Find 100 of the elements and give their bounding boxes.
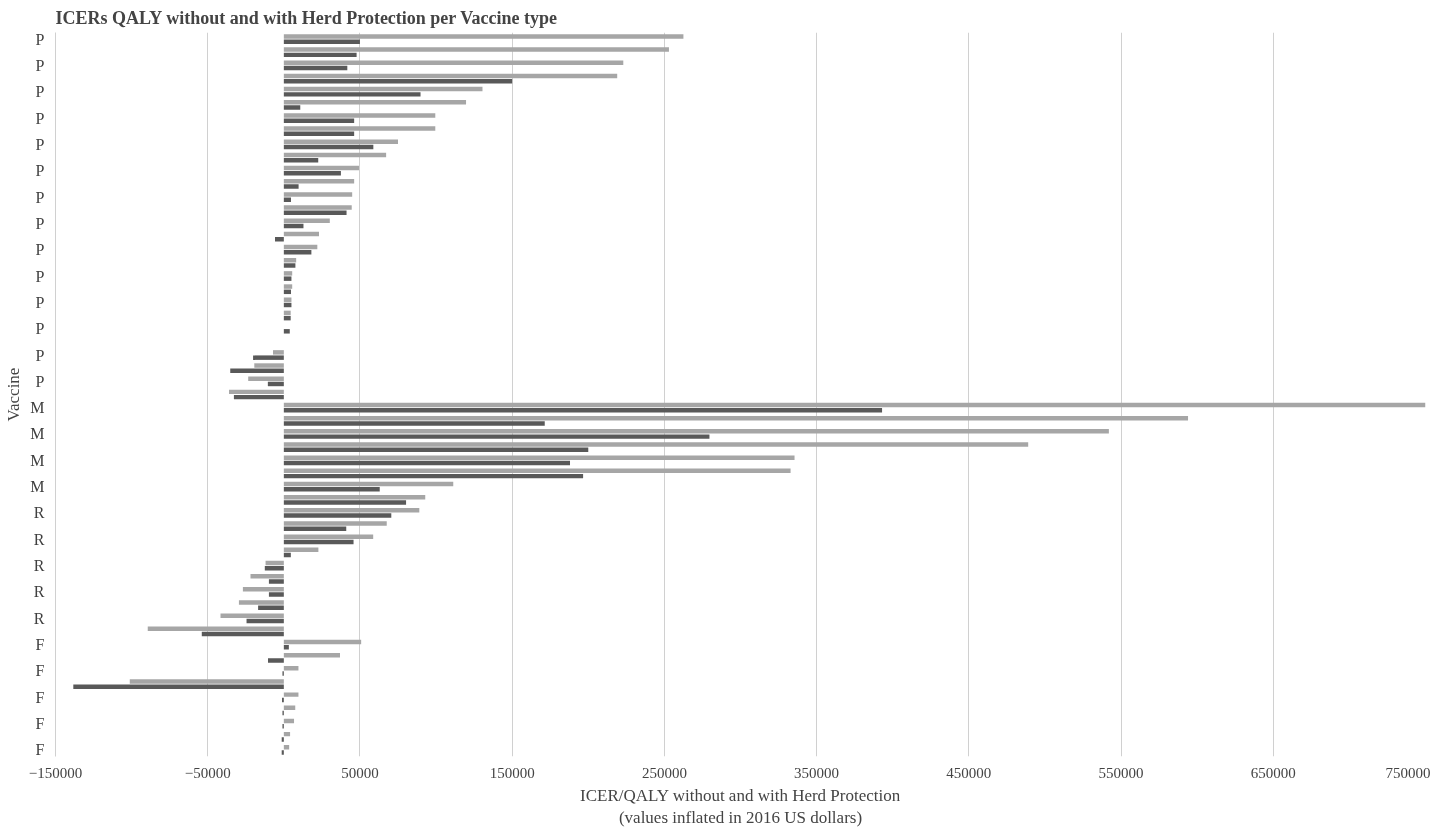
y-tick-label: P: [35, 214, 45, 232]
y-tick-label: P: [35, 188, 45, 206]
bar: [258, 605, 284, 610]
bar: [283, 666, 299, 671]
bar: [283, 47, 669, 52]
bar: [268, 592, 284, 597]
bar: [283, 539, 354, 545]
bar: [283, 263, 296, 268]
bar: [238, 600, 284, 605]
x-tick-label: 50000: [341, 764, 379, 781]
x-axis-title: ICER/QALY without and with Herd Protection (values inflated in 2016 US dollars): [580, 785, 901, 828]
bar: [283, 500, 407, 505]
bar: [283, 205, 352, 210]
bar: [283, 210, 347, 216]
bar: [268, 658, 284, 663]
bar: [283, 126, 436, 131]
bar: [283, 92, 421, 97]
bar: [283, 34, 684, 39]
bar: [283, 645, 289, 650]
y-tick-label: F: [35, 741, 45, 759]
bar: [283, 250, 312, 255]
bar: [129, 679, 284, 684]
bar: [283, 197, 291, 202]
bar: [283, 442, 1029, 447]
y-tick-label: P: [35, 293, 45, 311]
y-tick-label: P: [35, 162, 45, 180]
bar: [283, 105, 301, 110]
bar: [283, 284, 293, 289]
y-tick-label: P: [35, 241, 45, 259]
bar: [283, 113, 436, 118]
bar: [283, 421, 545, 426]
bar: [283, 534, 374, 539]
y-tick-label: P: [35, 56, 45, 74]
bar: [233, 394, 284, 400]
y-tick-label: R: [33, 609, 45, 627]
bar: [283, 408, 883, 413]
y-tick-label: M: [30, 399, 45, 417]
bar: [73, 684, 284, 689]
bar: [283, 508, 420, 513]
bar: [283, 487, 380, 492]
y-tick-label: P: [35, 30, 45, 48]
x-tick-label: −50000: [184, 764, 231, 781]
x-tick-label: 650000: [1250, 764, 1296, 781]
y-tick-label: P: [35, 135, 45, 153]
y-axis-title: Vaccine: [3, 367, 23, 422]
bar: [250, 573, 284, 579]
x-tick-label: 150000: [489, 764, 535, 781]
bar: [283, 171, 341, 176]
bar: [283, 39, 360, 44]
x-tick-label: 450000: [946, 764, 992, 781]
bar: [283, 429, 1109, 434]
chart-title: ICERs QALY without and with Herd Protection per Vaccine type: [55, 7, 558, 28]
bar: [283, 52, 357, 58]
bar: [253, 355, 284, 360]
bar: [268, 579, 284, 584]
bar: [273, 350, 284, 355]
x-tick-label: 250000: [641, 764, 687, 781]
bar: [230, 368, 284, 374]
bar: [283, 192, 353, 197]
y-tick-label: F: [35, 636, 45, 654]
y-tick-label: F: [35, 688, 45, 706]
y-tick-label: P: [35, 83, 45, 101]
bar: [283, 276, 292, 281]
y-tick-label: R: [33, 583, 45, 601]
bar: [283, 315, 291, 321]
bar: [283, 184, 299, 189]
y-tick-label: M: [30, 478, 45, 496]
y-tick-label: P: [35, 372, 45, 390]
bar: [283, 329, 290, 334]
x-tick-label: 350000: [794, 764, 840, 781]
x-tick-label: −150000: [28, 764, 83, 781]
y-tick-label: P: [35, 109, 45, 127]
bar: [283, 745, 290, 750]
bar: [283, 455, 795, 460]
bar: [283, 271, 293, 276]
x-tick-label: 750000: [1385, 764, 1431, 781]
bar: [281, 737, 284, 742]
bar: [283, 692, 299, 697]
bar: [283, 297, 292, 302]
y-tick-label: R: [33, 504, 45, 522]
y-tick-label: P: [35, 346, 45, 364]
y-tick-label: R: [33, 557, 45, 575]
y-tick-label: M: [30, 425, 45, 443]
bar: [220, 613, 284, 618]
bar: [242, 587, 284, 592]
y-tick-label: F: [35, 662, 45, 680]
bar: [281, 750, 284, 755]
y-tick-label: R: [33, 530, 45, 548]
y-tick-label: P: [35, 320, 45, 338]
bar: [283, 513, 392, 518]
bar: [229, 389, 284, 395]
bar: [283, 434, 710, 439]
bar: [283, 552, 291, 558]
bar: [254, 363, 284, 368]
y-tick-label: F: [35, 715, 45, 733]
bar: [283, 310, 291, 316]
y-tick-label: M: [30, 451, 45, 469]
bar: [283, 100, 467, 105]
bar: [283, 521, 387, 526]
bar: [248, 376, 284, 381]
